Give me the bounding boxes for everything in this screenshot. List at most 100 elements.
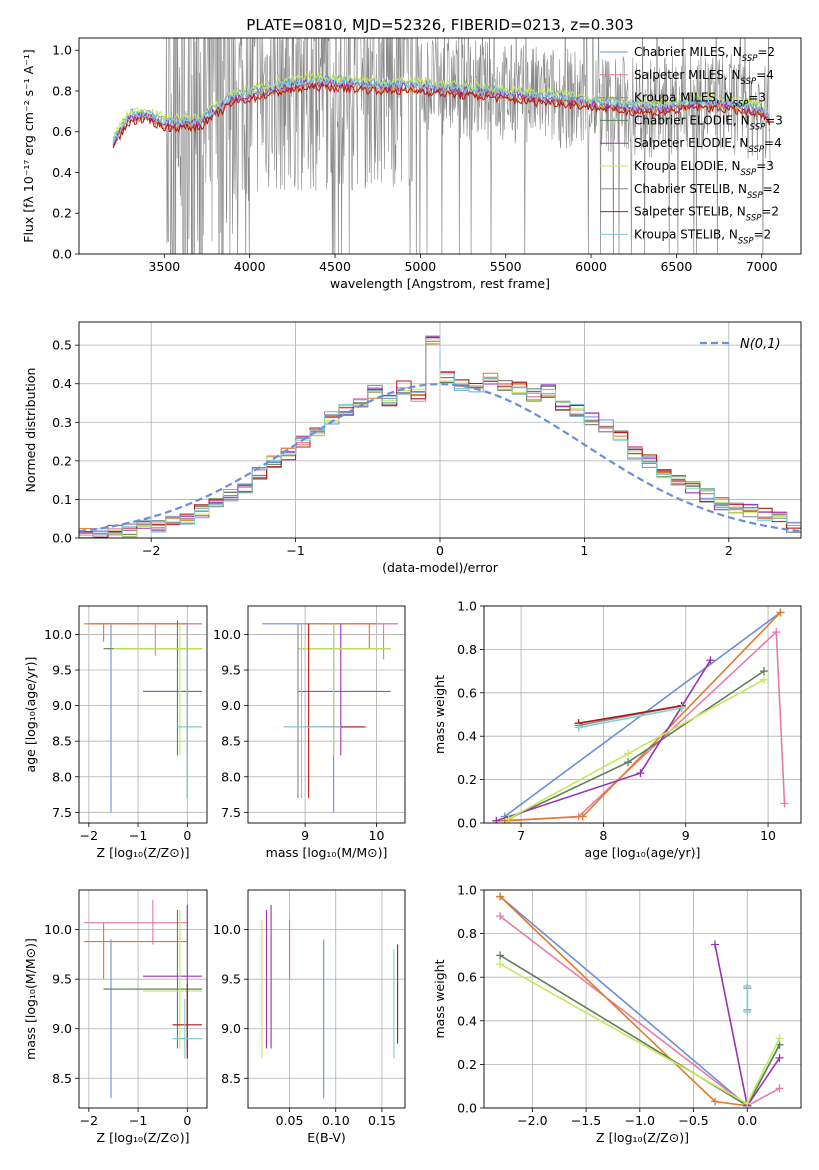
x-tick-label: −0.5	[678, 1113, 708, 1128]
y-tick-label: 8.5	[52, 734, 72, 749]
series-marker	[578, 812, 587, 821]
y-tick-label: 0.4	[457, 729, 477, 744]
series-marker	[759, 667, 768, 676]
y-tick-label: 0.6	[52, 124, 72, 139]
series-marker	[677, 703, 686, 712]
x-tick-label: 0	[183, 828, 191, 843]
x-tick-label: 0.10	[322, 1113, 350, 1128]
y-tick-label: 9.5	[52, 663, 72, 678]
legend: Chabrier MILES, NSSP=2 Salpeter MILES, NS…	[600, 45, 783, 246]
x-tick-label: 5500	[490, 259, 522, 274]
series-marker	[759, 675, 768, 684]
histogram-step	[79, 339, 801, 538]
x-tick-label: 0.15	[368, 1113, 396, 1128]
series-line	[508, 679, 765, 820]
x-tick-label: 4000	[234, 259, 266, 274]
y-tick-label: 9.5	[221, 663, 241, 678]
y-tick-label: 9.0	[52, 698, 72, 713]
y-tick-label: 0.8	[457, 926, 477, 941]
x-tick-label: 0	[183, 1113, 191, 1128]
x-tick-label: −2.0	[517, 1113, 547, 1128]
legend-entry: Salpeter STELIB, NSSP=2	[634, 205, 779, 224]
series-line	[578, 705, 682, 724]
axes: 9 10 7.5 8.0 8.5 9.0 9.5 10.0 mass [log₁₀(M/M⊙)]	[213, 605, 406, 860]
plot-area	[496, 892, 784, 1108]
series-marker	[743, 1099, 752, 1108]
x-tick-label: 10	[760, 828, 776, 843]
series-model	[112, 71, 771, 136]
y-axis-label: Normed distribution	[23, 368, 38, 493]
y-tick-label: 9.5	[52, 972, 72, 987]
axes-frame	[247, 605, 406, 824]
series-marker	[711, 940, 720, 949]
y-tick-label: 0.2	[52, 453, 72, 468]
x-axis-label: Z [log₁₀(Z/Z⊙)]	[97, 845, 190, 860]
series-marker	[496, 951, 505, 960]
series-line	[504, 630, 786, 822]
axes-frame	[483, 889, 802, 1109]
series-marker	[496, 912, 505, 921]
panel-8: −2.0 −1.5 −1.0 −0.5 0.0 0.0 0.2 0.4 0.6 0.8 1.0 Z […	[432, 883, 802, 1145]
series-marker	[743, 1008, 752, 1017]
x-tick-label: 9	[301, 828, 309, 843]
y-tick-label: 0.0	[457, 816, 477, 831]
y-tick-label: 0.3	[52, 415, 72, 430]
figure-title: PLATE=0810, MJD=52326, FIBERID=0213, z=0…	[246, 16, 633, 34]
x-tick-label: 0	[436, 543, 444, 558]
y-axis-label: mass [log₁₀(M/M⊙)]	[23, 938, 38, 1060]
x-axis-label: E(B-V)	[307, 1130, 346, 1145]
axes: 0.05 0.10 0.15 8.5 9.0 9.5 10.0 E(B-V)	[213, 889, 406, 1145]
axes: −2 −1 0 8.5 9.0 9.5 10.0 Z [log₁₀(Z/Z⊙)] mass [l…	[23, 889, 208, 1145]
legend: Ν(0,1)	[700, 337, 781, 352]
series-line	[504, 611, 781, 818]
x-tick-label: 9	[682, 828, 690, 843]
panel-3: −2 −1 0 7.5 8.0 8.5 9.0 9.5 10.0 Z [log₁₀(Z/Z⊙)] a…	[23, 605, 208, 860]
panel-7: 0.05 0.10 0.15 8.5 9.0 9.5 10.0 E(B-V)	[213, 889, 406, 1145]
y-tick-label: 0.4	[52, 376, 72, 391]
grid	[248, 606, 405, 823]
series-marker	[496, 960, 505, 969]
series-marker	[706, 656, 715, 665]
y-tick-label: 10.0	[213, 922, 241, 937]
series-marker	[775, 1034, 784, 1043]
plot-area	[492, 608, 789, 823]
y-tick-label: 9.0	[221, 698, 241, 713]
y-tick-label: 8.5	[221, 1071, 241, 1086]
axes-frame	[78, 321, 802, 539]
series-line	[508, 670, 765, 820]
legend-entry: Ν(0,1)	[740, 337, 781, 352]
series-marker	[624, 749, 633, 758]
x-axis-label: mass [log₁₀(M/M⊙)]	[266, 845, 388, 860]
axes-frame	[78, 37, 802, 255]
y-axis-label: mass weight	[432, 959, 447, 1038]
y-tick-label: 10.0	[44, 922, 72, 937]
series-model	[112, 81, 771, 149]
panel-4: 9 10 7.5 8.0 8.5 9.0 9.5 10.0 mass [log₁₀(M/M⊙)]	[213, 605, 406, 860]
axes: −2 −1 0 1 2 0.0 0.1 0.2 0.3 0.4 0.5 (data-model)/er…	[23, 321, 802, 575]
y-tick-label: 0.8	[52, 83, 72, 98]
legend-entry: Chabrier MILES, NSSP=2	[634, 45, 775, 64]
series-marker	[492, 816, 501, 823]
series-marker	[574, 723, 583, 732]
panel-6: −2 −1 0 8.5 9.0 9.5 10.0 Z [log₁₀(Z/Z⊙)] mass [l…	[23, 889, 208, 1145]
y-tick-label: 10.0	[44, 627, 72, 642]
panel-2: −2 −1 0 1 2 0.0 0.1 0.2 0.3 0.4 0.5 (data-model)/er…	[23, 321, 802, 575]
axes-frame	[483, 605, 802, 824]
panel-5: 7 8 9 10 0.0 0.2 0.4 0.6 0.8 1.0 age [log₁₀(age/yr…	[432, 599, 802, 860]
axes: −2 −1 0 7.5 8.0 8.5 9.0 9.5 10.0 Z [log₁₀(Z/Z⊙)] a…	[23, 605, 208, 860]
y-tick-label: 7.5	[52, 805, 72, 820]
x-tick-label: 1	[580, 543, 588, 558]
y-tick-label: 0.6	[457, 685, 477, 700]
x-tick-label: 0.0	[737, 1113, 757, 1128]
y-tick-label: 0.2	[457, 1057, 477, 1072]
x-tick-label: 0.05	[276, 1113, 304, 1128]
legend-entry: Salpeter ELODIE, NSSP=4	[634, 136, 782, 155]
plot-area	[83, 620, 203, 813]
x-tick-label: 2	[725, 543, 733, 558]
y-tick-label: 0.0	[52, 531, 72, 546]
legend-entry: Chabrier ELODIE, NSSP=3	[634, 113, 783, 132]
x-tick-label: −1.0	[625, 1113, 655, 1128]
series-marker	[496, 892, 505, 901]
y-tick-label: 8.5	[221, 734, 241, 749]
x-axis-label: wavelength [Angstrom, rest frame]	[330, 276, 550, 291]
